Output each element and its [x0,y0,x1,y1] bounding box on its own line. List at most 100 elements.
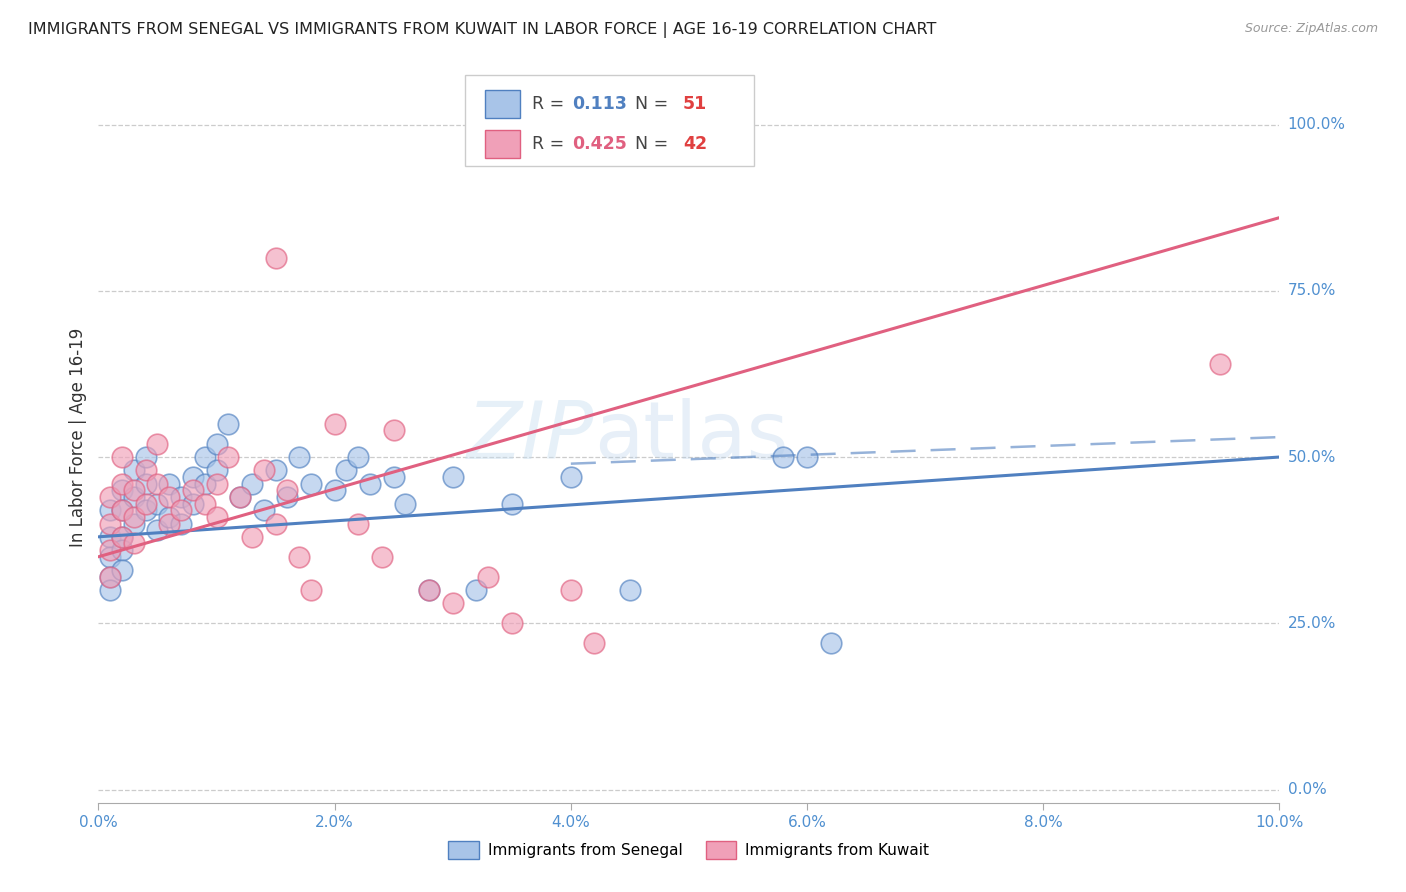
Point [181,470,204,484]
Text: 50.0%: 50.0% [1288,450,1336,465]
Point [98,570,121,584]
Text: Source: ZipAtlas.com: Source: ZipAtlas.com [1244,22,1378,36]
Point [135,463,157,477]
Point [264,251,287,265]
Legend: Immigrants from Senegal, Immigrants from Kuwait: Immigrants from Senegal, Immigrants from… [443,835,935,864]
Point [146,497,169,511]
Point [181,497,204,511]
Point [205,436,228,450]
Point [122,516,145,531]
Text: N =: N = [624,136,673,153]
Point [382,470,405,484]
Point [820,636,842,650]
Point [205,463,228,477]
Point [111,483,134,498]
Point [347,516,370,531]
Text: R =: R = [531,95,569,113]
Point [146,436,169,450]
Text: IMMIGRANTS FROM SENEGAL VS IMMIGRANTS FROM KUWAIT IN LABOR FORCE | AGE 16-19 COR: IMMIGRANTS FROM SENEGAL VS IMMIGRANTS FR… [28,22,936,38]
Point [111,530,134,544]
Point [98,570,121,584]
Point [122,509,145,524]
Point [288,549,311,564]
Point [240,476,263,491]
Point [323,483,346,498]
Bar [485,90,520,118]
Point [229,490,252,504]
Point [111,543,134,558]
Point [619,582,641,597]
Point [240,530,263,544]
Point [359,476,381,491]
Point [98,549,121,564]
Point [181,483,204,498]
Point [98,503,121,517]
Point [98,530,121,544]
Point [418,582,440,597]
Text: 42: 42 [683,136,707,153]
Text: 0.113: 0.113 [572,95,627,113]
Point [122,536,145,550]
Text: atlas: atlas [595,398,789,476]
Point [501,616,523,631]
Point [418,582,440,597]
Point [772,450,794,464]
Point [441,596,464,610]
Point [253,463,276,477]
Point [111,503,134,517]
Point [194,497,217,511]
Point [157,509,180,524]
Point [583,636,606,650]
Point [382,424,405,438]
Point [441,470,464,484]
Point [135,503,157,517]
Point [394,497,416,511]
Point [122,463,145,477]
Text: N =: N = [624,95,673,113]
Point [560,582,582,597]
Point [111,530,134,544]
Point [253,503,276,517]
Point [111,476,134,491]
Point [135,476,157,491]
Text: R =: R = [531,136,569,153]
Point [205,476,228,491]
Point [157,516,180,531]
Point [335,463,357,477]
Point [229,490,252,504]
Text: ZIP: ZIP [467,398,595,476]
Point [170,490,193,504]
Point [146,476,169,491]
Point [170,503,193,517]
Point [170,516,193,531]
Point [146,523,169,537]
Point [1209,357,1232,371]
Point [323,417,346,431]
Point [135,497,157,511]
FancyBboxPatch shape [464,75,754,167]
Point [465,582,488,597]
Point [347,450,370,464]
Point [122,490,145,504]
Point [477,570,499,584]
Point [501,497,523,511]
Point [205,509,228,524]
Point [111,563,134,577]
Point [264,516,287,531]
Point [122,483,145,498]
Point [264,463,287,477]
Text: 75.0%: 75.0% [1288,284,1336,298]
Text: 25.0%: 25.0% [1288,615,1336,631]
Point [560,470,582,484]
Point [371,549,394,564]
Point [98,490,121,504]
Point [194,476,217,491]
Point [98,516,121,531]
Text: 51: 51 [683,95,707,113]
Point [217,450,239,464]
Point [194,450,217,464]
Point [276,490,298,504]
Point [299,582,322,597]
Point [98,582,121,597]
Y-axis label: In Labor Force | Age 16-19: In Labor Force | Age 16-19 [69,327,87,547]
